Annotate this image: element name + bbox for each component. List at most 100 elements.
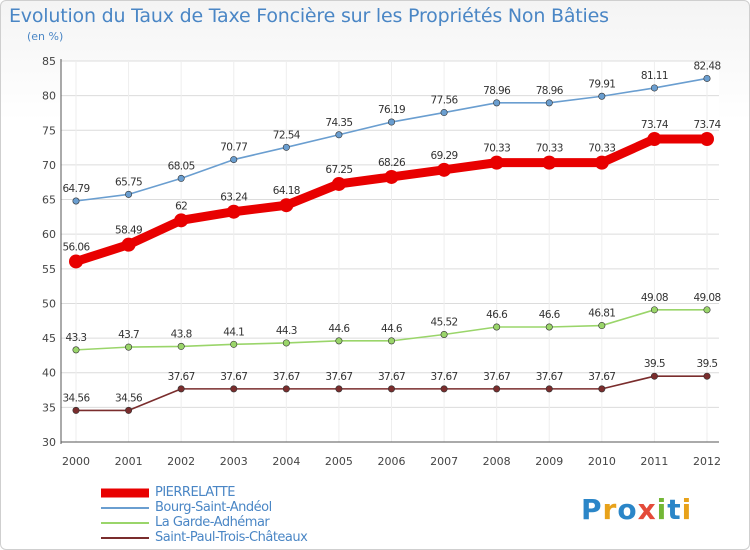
series-0-point bbox=[331, 176, 346, 191]
x-tick-label: 2002 bbox=[167, 455, 195, 468]
series-2-point bbox=[598, 322, 606, 330]
series-2-point bbox=[282, 339, 290, 347]
y-tick-label: 45 bbox=[42, 332, 56, 345]
series-3-data-label: 34.56 bbox=[62, 392, 90, 404]
series-3-data-label: 39.5 bbox=[644, 358, 665, 370]
series-1-point bbox=[177, 174, 185, 182]
series-1-data-label: 74.35 bbox=[325, 117, 352, 129]
series-0-data-label: 73.74 bbox=[641, 119, 669, 131]
series-3-point bbox=[125, 406, 133, 414]
series-2-data-label: 44.6 bbox=[381, 323, 403, 335]
series-1-point bbox=[230, 156, 238, 164]
series-0-data-label: 70.33 bbox=[483, 143, 510, 155]
y-tick-label: 80 bbox=[42, 90, 56, 103]
series-3-data-label: 37.67 bbox=[168, 371, 195, 383]
y-tick-label: 55 bbox=[42, 263, 56, 276]
series-2-point bbox=[335, 337, 343, 345]
series-1-data-label: 78.96 bbox=[483, 85, 511, 97]
series-2-data-label: 46.81 bbox=[588, 308, 615, 320]
series-1-data-label: 70.77 bbox=[220, 142, 247, 154]
series-1-point bbox=[440, 109, 448, 117]
series-0-data-label: 64.18 bbox=[273, 185, 300, 197]
series-3-point bbox=[440, 385, 448, 393]
x-tick-label: 2008 bbox=[483, 455, 511, 468]
series-0-data-label: 70.33 bbox=[588, 143, 615, 155]
series-0-data-label: 62 bbox=[175, 200, 187, 212]
series-2-point bbox=[72, 346, 80, 354]
series-3-data-label: 37.67 bbox=[483, 371, 510, 383]
y-tick-label: 35 bbox=[42, 401, 56, 414]
x-tick-label: 2004 bbox=[272, 455, 300, 468]
series-3-point bbox=[703, 372, 711, 380]
chart-title: Evolution du Taux de Taxe Foncière sur l… bbox=[9, 5, 609, 27]
series-3-data-label: 37.67 bbox=[378, 371, 405, 383]
series-1-data-label: 76.19 bbox=[378, 104, 405, 116]
series-3-point bbox=[650, 372, 658, 380]
y-tick-label: 70 bbox=[42, 159, 56, 172]
x-tick-label: 2007 bbox=[430, 455, 458, 468]
series-3-data-label: 37.67 bbox=[431, 371, 458, 383]
series-2-data-label: 44.1 bbox=[223, 326, 244, 338]
legend-label: Bourg-Saint-Andéol bbox=[155, 500, 272, 515]
unit-label: (en %) bbox=[27, 30, 64, 43]
series-1-point bbox=[335, 131, 343, 139]
series-2-data-label: 44.3 bbox=[276, 325, 297, 337]
series-3-point bbox=[72, 406, 80, 414]
legend-item: Saint-Paul-Trois-Châteaux bbox=[101, 530, 421, 545]
x-tick-label: 2011 bbox=[640, 455, 668, 468]
series-3-point bbox=[282, 385, 290, 393]
legend-label: La Garde-Adhémar bbox=[155, 515, 270, 530]
x-tick-label: 2003 bbox=[220, 455, 248, 468]
series-2-point bbox=[177, 342, 185, 350]
series-2-point bbox=[493, 323, 501, 331]
series-1-data-label: 65.75 bbox=[115, 176, 142, 188]
series-1-point bbox=[703, 74, 711, 82]
series-0-point bbox=[437, 162, 452, 177]
series-2-data-label: 45.52 bbox=[431, 316, 458, 328]
series-1-point bbox=[493, 99, 501, 107]
series-3-point bbox=[598, 385, 606, 393]
series-1-data-label: 82.48 bbox=[693, 60, 720, 72]
x-tick-label: 2009 bbox=[535, 455, 563, 468]
series-3-point bbox=[387, 385, 395, 393]
series-0-data-label: 58.49 bbox=[115, 225, 142, 237]
y-tick-label: 65 bbox=[42, 194, 56, 207]
series-2-data-label: 49.08 bbox=[693, 292, 720, 304]
x-tick-label: 2012 bbox=[693, 455, 721, 468]
series-3-data-label: 37.67 bbox=[220, 371, 247, 383]
series-1-point bbox=[598, 92, 606, 100]
legend: PIERRELATTE Bourg-Saint-Andéol La Garde-Ad… bbox=[101, 485, 421, 545]
legend-swatch bbox=[101, 488, 149, 497]
x-tick-label: 2000 bbox=[62, 455, 90, 468]
series-2-point bbox=[387, 337, 395, 345]
series-1-point bbox=[125, 190, 133, 198]
series-2-point bbox=[125, 343, 133, 351]
series-0-point bbox=[384, 169, 399, 184]
series-3-point bbox=[177, 385, 185, 393]
series-0-point bbox=[69, 254, 83, 269]
series-0-data-label: 70.33 bbox=[536, 143, 563, 155]
y-tick-label: 85 bbox=[42, 55, 56, 68]
series-2-point bbox=[545, 323, 553, 331]
legend-label: PIERRELATTE bbox=[155, 485, 235, 500]
y-tick-label: 75 bbox=[42, 124, 56, 137]
y-tick-label: 40 bbox=[42, 367, 56, 380]
series-0-point bbox=[279, 198, 294, 213]
series-1-data-label: 64.79 bbox=[62, 183, 89, 195]
series-3-point bbox=[545, 385, 553, 393]
series-0-point bbox=[542, 155, 557, 170]
series-0-data-label: 63.24 bbox=[220, 192, 248, 204]
series-1-data-label: 79.91 bbox=[588, 78, 615, 90]
series-0-point bbox=[489, 155, 504, 170]
legend-swatch bbox=[101, 506, 149, 509]
series-0-point bbox=[700, 132, 714, 147]
series-3-data-label: 37.67 bbox=[536, 371, 563, 383]
series-0-point bbox=[226, 204, 241, 219]
series-3-data-label: 34.56 bbox=[115, 392, 143, 404]
legend-item: La Garde-Adhémar bbox=[101, 515, 421, 530]
y-tick-label: 30 bbox=[42, 436, 56, 449]
series-3-data-label: 37.67 bbox=[325, 371, 352, 383]
series-2-point bbox=[440, 330, 448, 338]
series-3-point bbox=[335, 385, 343, 393]
